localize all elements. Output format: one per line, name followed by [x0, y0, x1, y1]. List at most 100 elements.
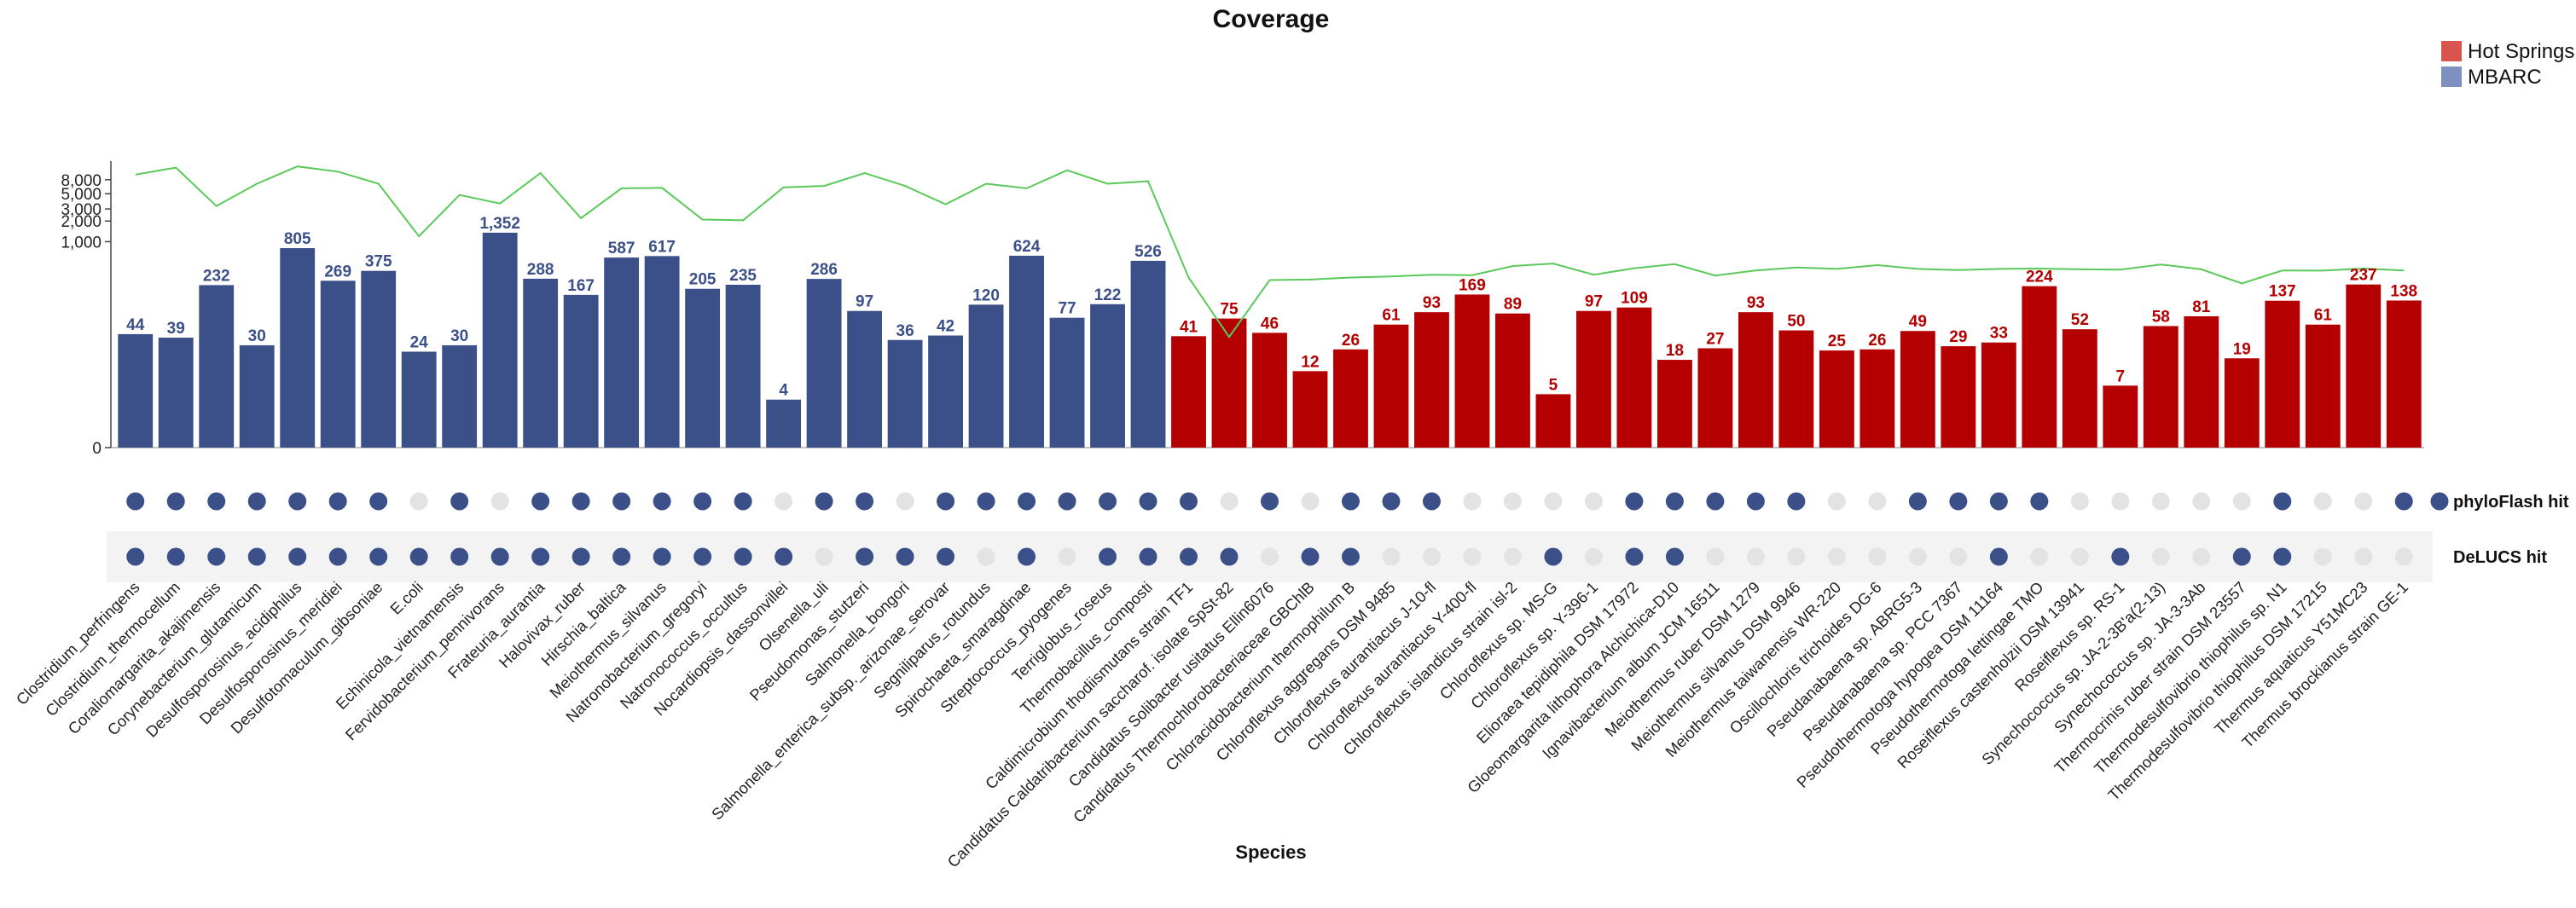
bar-value-label: 120 [972, 286, 1000, 304]
hit-dot [1422, 547, 1441, 566]
hit-dot [571, 547, 590, 566]
bar [1333, 349, 1368, 448]
hit-dot [1625, 492, 1644, 511]
hit-dot [1989, 492, 2008, 511]
hit-dot [1382, 547, 1401, 566]
bar [2224, 358, 2260, 448]
hit-dot [1180, 547, 1198, 566]
hit-dot [1584, 547, 1603, 566]
bar-value-label: 58 [2152, 308, 2170, 326]
hit-dot [166, 492, 185, 511]
hit-dot [1058, 547, 1076, 566]
bar [523, 278, 559, 448]
bar-value-label: 286 [810, 261, 838, 279]
bar [604, 257, 640, 448]
hit-dot [2030, 492, 2049, 511]
bar [2143, 326, 2179, 448]
hit-dot [2354, 492, 2373, 511]
hit-dot [734, 492, 752, 511]
bar [725, 284, 761, 448]
bar-value-label: 526 [1134, 243, 1162, 261]
bar-value-label: 7 [2116, 367, 2126, 385]
bar-value-label: 29 [1949, 328, 1967, 346]
bar [1535, 394, 1571, 448]
bar-value-label: 41 [1180, 318, 1198, 336]
bar [401, 351, 437, 448]
bar [1495, 313, 1530, 448]
coverage-line [135, 165, 2405, 338]
bar [1130, 260, 1166, 448]
bar-value-label: 169 [1459, 276, 1486, 294]
bar-value-label: 49 [1909, 313, 1927, 331]
hit-dot [653, 492, 671, 511]
hit-dot [612, 492, 631, 511]
bar-value-label: 137 [2269, 283, 2296, 301]
hit-dot [409, 492, 428, 511]
bar-value-label: 93 [1747, 294, 1765, 312]
hit-dot [2354, 547, 2373, 566]
hit-dot [937, 492, 955, 511]
hit-dot [531, 547, 550, 566]
y-tick-label: 5,000 [61, 186, 102, 204]
bar [2184, 315, 2219, 448]
hit-dot [1220, 492, 1239, 511]
bar [2022, 286, 2057, 448]
hit-dot [1949, 547, 1968, 566]
hit-dot [2192, 547, 2211, 566]
bar-value-label: 36 [896, 322, 914, 340]
bar-value-label: 138 [2390, 282, 2417, 300]
bar [563, 294, 599, 448]
hit-dot [247, 547, 266, 566]
hit-row-label: phyloFlash hit [2453, 493, 2569, 512]
bar-value-label: 27 [1706, 331, 1724, 349]
bar [1414, 312, 1449, 448]
bar-value-label: 224 [2026, 269, 2053, 286]
bar [1778, 330, 1814, 448]
bar [1292, 371, 1328, 448]
x-axis-tick-labels: Clostridium_perfringensClostridium_therm… [13, 577, 2412, 870]
hit-dot [2394, 492, 2413, 511]
hit-dot [2394, 547, 2413, 566]
bar [118, 333, 154, 448]
hit-dot [2232, 547, 2251, 566]
hit-dot [247, 492, 266, 511]
hit-dot [1463, 492, 1482, 511]
bar [2346, 284, 2382, 448]
bar-value-label: 52 [2071, 311, 2089, 329]
hit-dot [2192, 492, 2211, 511]
bar-value-label: 44 [126, 316, 145, 334]
hit-dot [1463, 547, 1482, 566]
hit-dot [328, 547, 347, 566]
bar-value-label: 97 [1585, 293, 1603, 311]
hit-dot [126, 547, 145, 566]
hit-dot [2313, 547, 2332, 566]
hit-dot [1868, 492, 1887, 511]
bar-value-label: 89 [1504, 296, 1522, 314]
hit-dot [1341, 547, 1360, 566]
bar-value-label: 109 [1621, 290, 1648, 308]
bar [320, 280, 356, 448]
hit-dot [856, 492, 874, 511]
bar-value-label: 26 [1342, 332, 1360, 350]
bar [199, 285, 235, 448]
bar [280, 248, 316, 448]
bar [1697, 348, 1733, 448]
bar [968, 304, 1004, 448]
bar-value-label: 75 [1220, 301, 1239, 319]
bar [887, 339, 923, 448]
hit-matrix: phyloFlash hit DeLUCS hit [107, 492, 2569, 582]
hit-dot [450, 492, 469, 511]
hit-dot [1746, 547, 1765, 566]
legend-swatch [2441, 67, 2462, 87]
hit-dot [1868, 547, 1887, 566]
y-tick-label: 0 [92, 440, 102, 458]
bar-value-label: 30 [248, 327, 266, 345]
bar [766, 399, 802, 448]
hit-dot [207, 547, 226, 566]
hit-dot [1544, 547, 1563, 566]
bar-value-label: 269 [324, 263, 351, 280]
bar-value-label: 587 [608, 240, 635, 257]
hit-dot [2232, 492, 2251, 511]
